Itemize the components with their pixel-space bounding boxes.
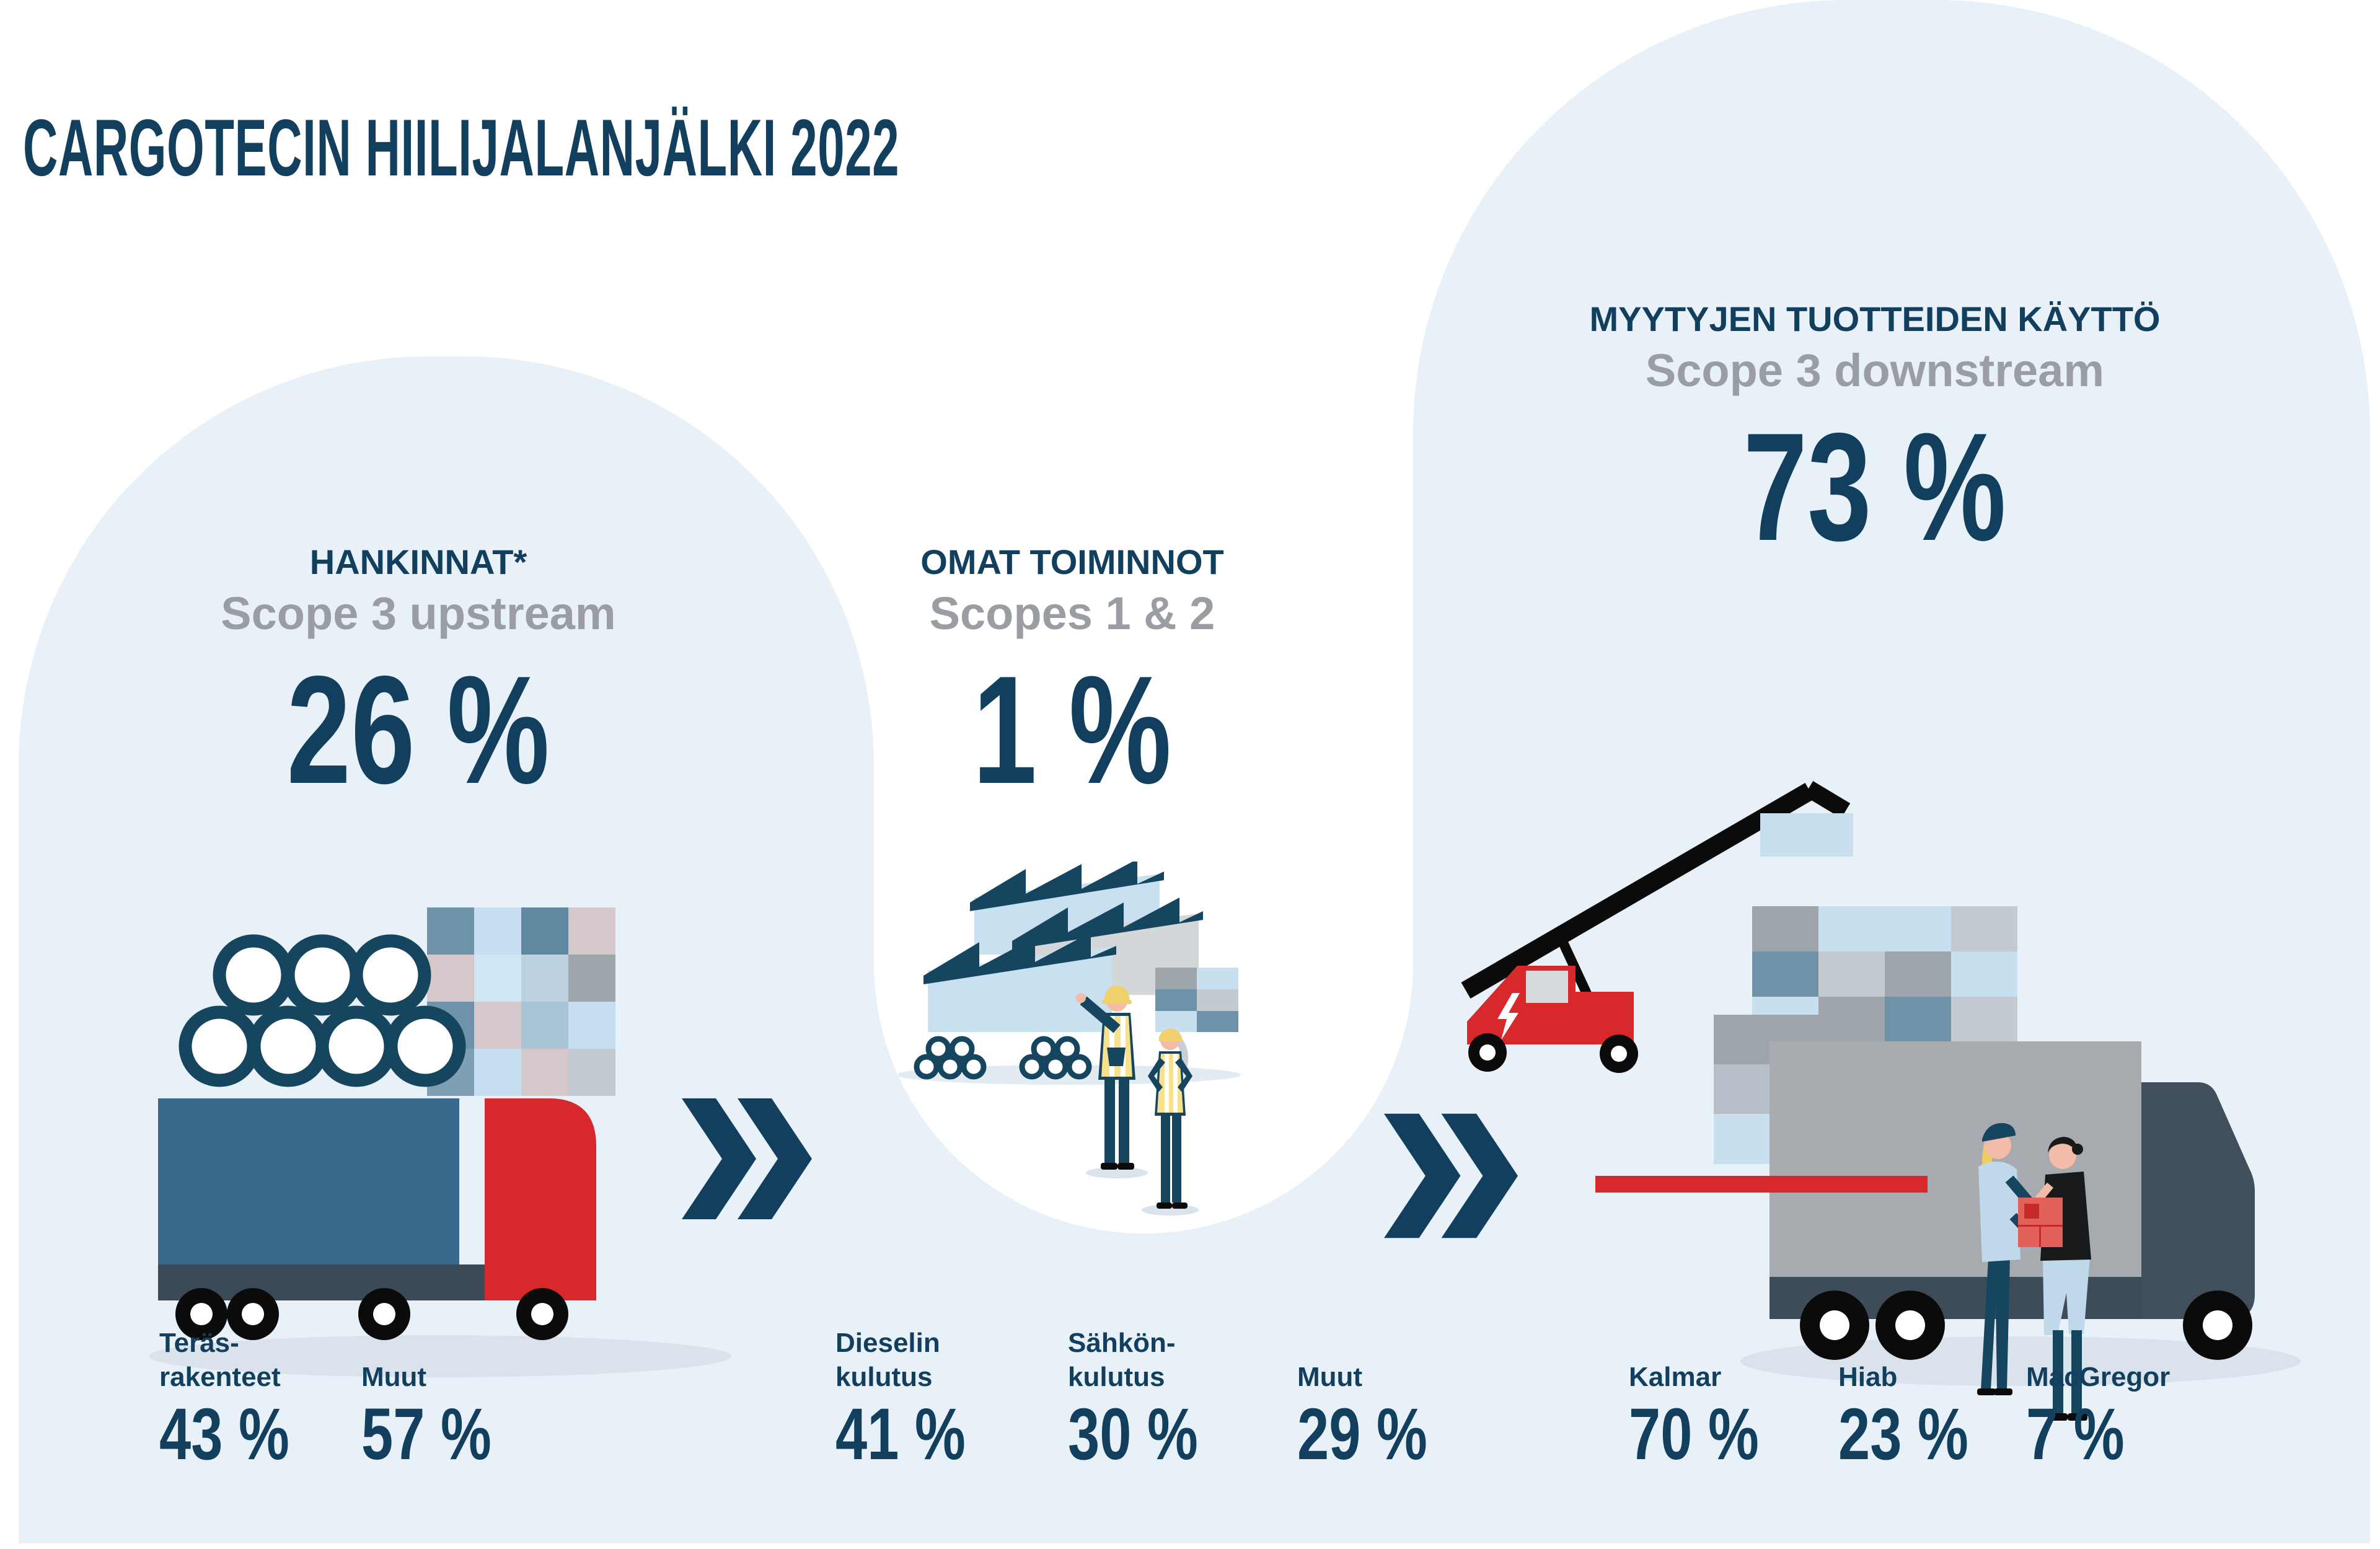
reach-stacker-illustration <box>1461 780 1928 1193</box>
breakdown-label: Dieselin kulutus <box>835 1328 940 1392</box>
pipe-stacks-icon <box>914 1036 1092 1080</box>
double-chevron-right-icon <box>1384 1113 1518 1238</box>
section-subtitle: Scopes 1 & 2 <box>929 588 1215 639</box>
breakdown-label: Kalmar <box>1629 1362 1722 1392</box>
section-subtitle: Scope 3 downstream <box>1645 345 2105 396</box>
factory-illustration <box>899 862 1241 1216</box>
section-myytyjen-header: MYYTYJEN TUOTTEIDEN KÄYTTÖ Scope 3 downs… <box>1534 299 2216 573</box>
section-percentage: 26 % <box>287 643 550 816</box>
breakdown-label: MacGregor <box>2026 1362 2171 1392</box>
worker-pointing-icon <box>1076 986 1148 1178</box>
package-icon <box>2018 1198 2063 1247</box>
breakdown-label: Muut <box>1297 1362 1363 1392</box>
section-percentage: 1 % <box>972 643 1172 816</box>
ground-shadow <box>1740 1336 2301 1386</box>
breakdown-value: 43 % <box>159 1393 289 1475</box>
section-title: HANKINNAT* <box>309 542 527 581</box>
breakdown-label: Teräs- rakenteet <box>159 1328 281 1392</box>
steel-truck-illustration <box>149 907 731 1377</box>
breakdown-label: Sähkön- kulutus <box>1068 1328 1176 1392</box>
container-block-icon <box>1155 968 1238 1032</box>
breakdown-value: 29 % <box>1297 1393 1427 1475</box>
breakdown-value: 23 % <box>1838 1393 1968 1475</box>
steel-coils-icon <box>178 934 466 1087</box>
page-title: CARGOTECIN HIILIJALANJÄLKI 2022 <box>23 102 900 193</box>
section-title: OMAT TOIMINNOT <box>920 542 1224 581</box>
lifted-container-icon <box>1760 813 1853 857</box>
ground-shadow <box>149 1335 731 1377</box>
section-subtitle: Scope 3 upstream <box>221 588 616 639</box>
double-chevron-right-icon <box>682 1098 812 1219</box>
delivery-truck-illustration <box>1714 906 2301 1421</box>
breakdown-value: 70 % <box>1629 1393 1759 1475</box>
breakdown-label: Muut <box>361 1362 427 1392</box>
section-omat-toiminnot-header: OMAT TOIMINNOT Scopes 1 & 2 1 % <box>731 542 1413 816</box>
breakdown-label: Hiab <box>1838 1362 1898 1392</box>
breakdown-value: 57 % <box>361 1393 491 1475</box>
section-title: MYYTYJEN TUOTTEIDEN KÄYTTÖ <box>1589 299 2161 338</box>
breakdown-value: 41 % <box>835 1393 966 1475</box>
section-percentage: 73 % <box>1743 400 2006 573</box>
stacker-body-icon <box>1467 966 1638 1073</box>
section-hankinnat-header: HANKINNAT* Scope 3 upstream 26 % <box>77 542 759 816</box>
flatbed-truck-icon <box>158 1098 596 1340</box>
factory-buildings-icon <box>923 862 1203 1032</box>
worker-standing-icon <box>1142 1028 1199 1216</box>
breakdown-value: 7 % <box>2026 1393 2125 1475</box>
loading-ramp-icon <box>1595 1176 1928 1193</box>
breakdown-value: 30 % <box>1068 1393 1198 1475</box>
